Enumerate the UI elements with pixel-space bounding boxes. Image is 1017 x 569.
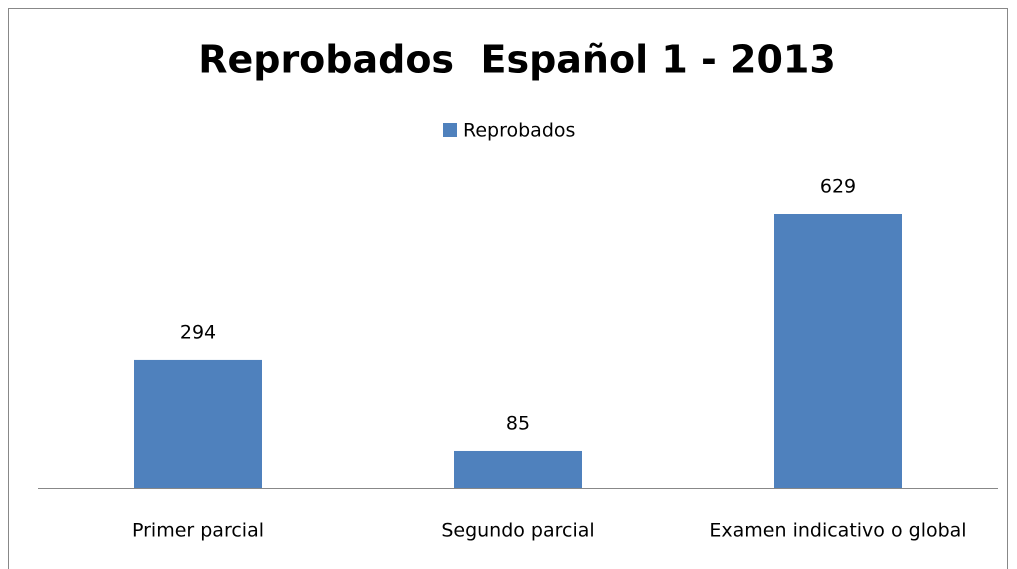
bar	[454, 450, 582, 488]
data-label: 85	[506, 412, 530, 434]
x-tick-label: Segundo parcial	[441, 520, 594, 542]
bar	[774, 214, 902, 488]
x-tick-label: Primer parcial	[132, 520, 264, 542]
data-label: 629	[820, 176, 856, 198]
chart-title: Reprobados Español 1 - 2013	[198, 38, 836, 82]
bar	[134, 359, 262, 488]
legend-label: Reprobados	[463, 120, 575, 142]
legend-swatch	[443, 123, 457, 137]
x-tick-label: Examen indicativo o global	[709, 520, 966, 542]
data-label: 294	[180, 321, 216, 343]
